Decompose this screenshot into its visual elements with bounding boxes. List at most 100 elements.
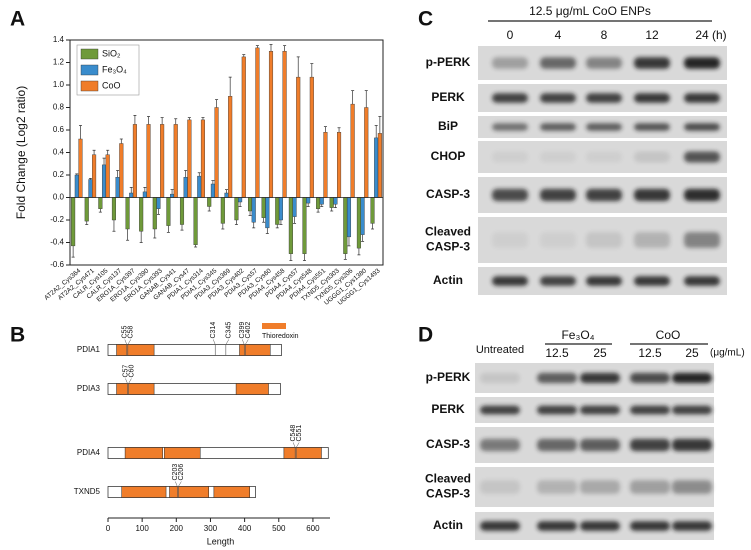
error-bar: [265, 227, 269, 234]
y-tick-label: -0.4: [50, 238, 64, 247]
row-label: BiP: [438, 119, 458, 133]
site-leader: [295, 442, 300, 448]
error-bar: [302, 253, 306, 261]
row-label: Actin: [433, 518, 463, 532]
bar: [234, 197, 239, 221]
panel-letter: D: [418, 324, 433, 347]
y-tick-label: 0.4: [53, 148, 65, 157]
bar: [309, 76, 314, 198]
blot-band: [492, 188, 528, 202]
error-bar: [197, 172, 201, 177]
bar: [156, 197, 161, 209]
x-tick-label: 600: [306, 524, 320, 533]
error-bar: [364, 90, 368, 108]
bar: [71, 197, 76, 247]
error-bar: [310, 63, 314, 78]
error-bar: [289, 253, 293, 261]
bar: [377, 133, 382, 198]
protein-bar: [107, 447, 329, 459]
bar: [346, 197, 352, 238]
error-bar: [248, 211, 252, 216]
error-bar: [78, 125, 82, 139]
lane-label: 8: [601, 28, 608, 42]
x-axis-label: Length: [207, 536, 235, 546]
error-bar: [371, 223, 375, 230]
panel-letter: A: [10, 8, 25, 31]
bar: [115, 177, 120, 198]
protein-name: TXND5: [74, 487, 101, 496]
site-label: C551: [296, 425, 303, 442]
row-label: CASP-3: [426, 487, 470, 501]
row-label: p-PERK: [426, 55, 471, 69]
blot-band: [684, 276, 720, 286]
blot-band: [630, 405, 670, 415]
error-bar: [337, 127, 341, 133]
blot-band: [672, 405, 712, 415]
unit-label: (μg/mL): [710, 348, 745, 359]
legend-swatch: [80, 48, 99, 60]
y-tick-label: 1.2: [53, 58, 65, 67]
bar: [142, 191, 147, 198]
y-tick-label: 0.8: [53, 103, 65, 112]
error-bar: [126, 229, 130, 241]
error-bar: [374, 125, 378, 138]
site-leader: [128, 378, 132, 384]
bar: [323, 132, 328, 198]
x-tick-label: 100: [135, 524, 149, 533]
bar: [292, 197, 297, 217]
error-bar: [283, 45, 287, 52]
error-bar: [194, 244, 198, 248]
blot-band: [672, 521, 712, 531]
blot-band: [580, 521, 620, 531]
error-bar: [156, 208, 160, 215]
error-bar: [143, 187, 147, 192]
bar: [183, 177, 188, 198]
error-bar: [106, 149, 110, 155]
domain: [283, 447, 322, 459]
blot-band: [630, 521, 670, 531]
bar: [268, 51, 274, 198]
bar: [224, 192, 229, 198]
bar: [316, 197, 321, 209]
row-label: Cleaved: [425, 472, 471, 486]
error-bar: [275, 224, 279, 229]
row-label: Cleaved: [425, 225, 471, 239]
error-bar: [129, 187, 133, 193]
error-bar: [252, 222, 256, 229]
error-bar: [75, 173, 79, 175]
legend-label: Thioredoxin: [262, 333, 299, 340]
error-bar: [112, 220, 116, 232]
blot-band: [634, 123, 670, 131]
error-bar: [98, 208, 102, 213]
bar: [173, 124, 178, 198]
bar: [374, 137, 379, 198]
blot-band: [580, 480, 620, 494]
bar: [261, 197, 266, 218]
error-bar: [225, 189, 228, 193]
blot-band: [480, 438, 520, 452]
blot-band: [586, 123, 622, 131]
bar: [105, 154, 110, 198]
bar: [101, 164, 107, 198]
error-bar: [71, 245, 75, 258]
domain: [116, 344, 155, 356]
bar: [343, 197, 348, 254]
bar: [179, 197, 185, 225]
bar: [265, 197, 270, 229]
bar: [78, 138, 83, 198]
domain: [169, 486, 210, 498]
y-axis-label: Fold Change (Log2 ratio): [14, 86, 28, 219]
site-label: C57: [122, 365, 129, 378]
protein-name: PDIA4: [77, 448, 101, 457]
bar: [255, 47, 260, 198]
bar: [306, 197, 311, 204]
error-bar: [166, 225, 170, 233]
bar: [210, 183, 215, 198]
blot-band: [586, 232, 622, 248]
blot-band: [586, 188, 622, 202]
lane-label: 0: [507, 28, 514, 42]
lane-label: 24: [695, 28, 709, 42]
site-label: C60: [128, 365, 135, 378]
blot-band: [537, 405, 577, 415]
error-bar: [361, 234, 365, 242]
